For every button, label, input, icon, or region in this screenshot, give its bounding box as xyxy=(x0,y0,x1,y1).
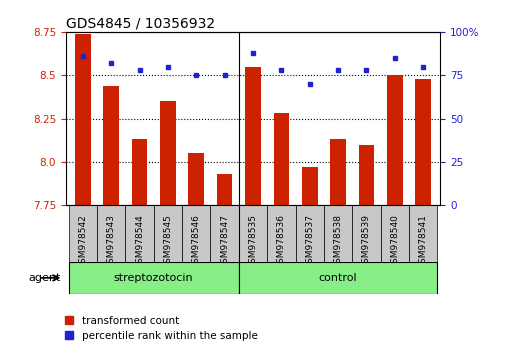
Text: GSM978540: GSM978540 xyxy=(389,214,398,269)
Bar xyxy=(351,205,380,262)
Bar xyxy=(188,153,204,205)
Bar xyxy=(273,113,288,205)
Bar xyxy=(267,205,295,262)
Bar xyxy=(69,205,97,262)
Bar xyxy=(323,205,351,262)
Legend: transformed count, percentile rank within the sample: transformed count, percentile rank withi… xyxy=(61,312,261,345)
Bar xyxy=(125,205,154,262)
Bar xyxy=(182,205,210,262)
Bar xyxy=(380,205,408,262)
Text: GSM978537: GSM978537 xyxy=(305,214,314,269)
Bar xyxy=(295,205,323,262)
Text: GSM978541: GSM978541 xyxy=(418,214,427,269)
Bar xyxy=(301,167,317,205)
Text: GSM978544: GSM978544 xyxy=(135,214,144,269)
Bar xyxy=(75,34,90,205)
Bar xyxy=(245,67,260,205)
Bar xyxy=(131,139,147,205)
Bar xyxy=(103,86,119,205)
Text: streptozotocin: streptozotocin xyxy=(114,273,193,283)
Text: GSM978538: GSM978538 xyxy=(333,214,342,269)
Bar xyxy=(330,139,345,205)
Bar xyxy=(217,174,232,205)
Text: GDS4845 / 10356932: GDS4845 / 10356932 xyxy=(66,17,215,31)
Bar xyxy=(69,262,238,294)
Bar xyxy=(154,205,182,262)
Bar xyxy=(210,205,238,262)
Bar xyxy=(408,205,436,262)
Text: agent: agent xyxy=(28,273,61,283)
Text: GSM978545: GSM978545 xyxy=(163,214,172,269)
Bar xyxy=(97,205,125,262)
Bar xyxy=(358,144,374,205)
Text: GSM978546: GSM978546 xyxy=(191,214,200,269)
Text: GSM978542: GSM978542 xyxy=(78,214,87,269)
Bar xyxy=(415,79,430,205)
Bar xyxy=(160,101,175,205)
Text: GSM978535: GSM978535 xyxy=(248,214,257,269)
Text: GSM978547: GSM978547 xyxy=(220,214,229,269)
Text: GSM978536: GSM978536 xyxy=(276,214,285,269)
Bar xyxy=(386,75,402,205)
Text: GSM978543: GSM978543 xyxy=(107,214,116,269)
Bar xyxy=(238,262,436,294)
Text: GSM978539: GSM978539 xyxy=(361,214,370,269)
Text: control: control xyxy=(318,273,357,283)
Bar xyxy=(238,205,267,262)
